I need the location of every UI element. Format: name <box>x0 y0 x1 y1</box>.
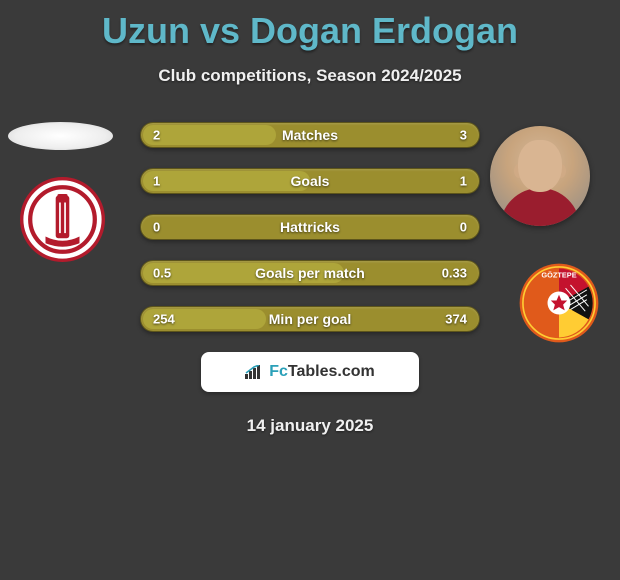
club-right-badge-icon: GÖZTEPE <box>518 262 600 344</box>
player-right-avatar <box>490 126 590 226</box>
stat-left-value: 2 <box>153 128 160 143</box>
stat-left-value: 254 <box>153 312 175 327</box>
stat-right-value: 0 <box>460 220 467 235</box>
stat-fill <box>143 125 276 145</box>
stat-label: Goals per match <box>255 265 365 281</box>
stat-label: Goals <box>291 173 330 189</box>
stat-bar: 254 Min per goal 374 <box>140 306 480 332</box>
stat-bar: 1 Goals 1 <box>140 168 480 194</box>
brand-suffix: Tables.com <box>288 363 375 380</box>
stat-right-value: 374 <box>445 312 467 327</box>
stat-left-value: 0.5 <box>153 266 171 281</box>
club-left-badge-icon <box>20 177 105 262</box>
stat-label: Min per goal <box>269 311 351 327</box>
svg-text:GÖZTEPE: GÖZTEPE <box>541 271 576 280</box>
stat-fill <box>143 171 310 191</box>
club-left-badge <box>20 177 105 262</box>
page-title: Uzun vs Dogan Erdogan <box>0 0 620 52</box>
stat-label: Hattricks <box>280 219 340 235</box>
player-left-avatar <box>8 122 113 150</box>
chart-icon <box>245 365 263 379</box>
stat-left-value: 0 <box>153 220 160 235</box>
stat-bar: 0 Hattricks 0 <box>140 214 480 240</box>
stat-left-value: 1 <box>153 174 160 189</box>
stat-bar: 0.5 Goals per match 0.33 <box>140 260 480 286</box>
brand-prefix: Fc <box>269 363 288 380</box>
subtitle: Club competitions, Season 2024/2025 <box>0 66 620 86</box>
brand-text: FcTables.com <box>269 363 375 381</box>
club-right-badge: GÖZTEPE <box>518 262 600 344</box>
stat-bar: 2 Matches 3 <box>140 122 480 148</box>
stat-right-value: 0.33 <box>442 266 467 281</box>
stat-right-value: 3 <box>460 128 467 143</box>
stat-right-value: 1 <box>460 174 467 189</box>
stat-label: Matches <box>282 127 338 143</box>
date: 14 january 2025 <box>0 416 620 436</box>
brand-box: FcTables.com <box>201 352 419 392</box>
